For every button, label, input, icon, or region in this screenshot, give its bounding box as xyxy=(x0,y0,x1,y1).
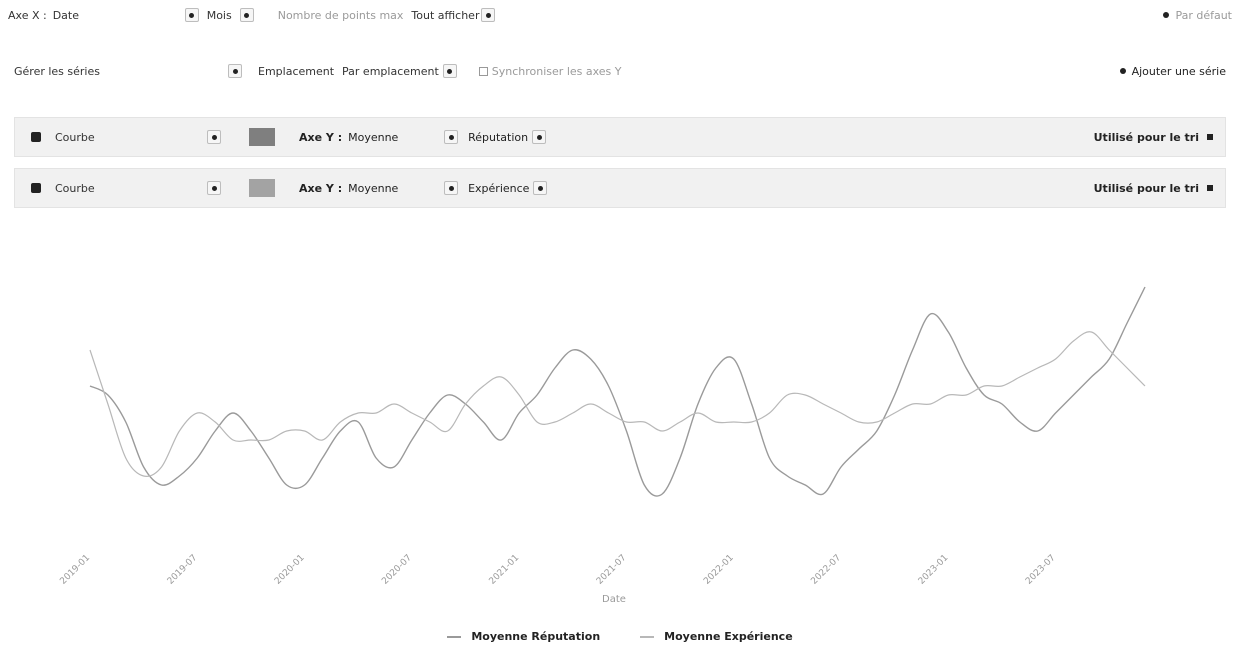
sort-usage-toggle[interactable]: Utilisé pour le tri xyxy=(1094,182,1213,195)
series-row: Courbe Axe Y : Moyenne Expérience Utilis… xyxy=(14,168,1226,208)
x-tick-label: 2019-01 xyxy=(58,553,92,587)
chart-toolbar: Axe X : Date Mois Nombre de points max T… xyxy=(8,8,1232,22)
points-select[interactable]: Tout afficher xyxy=(411,8,480,22)
dropdown-icon xyxy=(536,134,542,140)
x-tick-labels: 2019-01 2019-07 2020-01 2020-07 2021-01 2021-… xyxy=(58,553,1057,587)
column-dropdown[interactable] xyxy=(533,181,548,195)
dropdown-icon xyxy=(244,12,250,18)
x-tick-label: 2023-01 xyxy=(917,553,951,587)
x-tick-label: 2019-07 xyxy=(166,553,200,587)
column-dropdown[interactable] xyxy=(532,130,547,144)
dropdown-icon xyxy=(447,68,453,74)
series-type-dropdown[interactable] xyxy=(207,130,221,144)
dropdown-icon xyxy=(448,134,454,140)
y-axis-label: Axe Y : xyxy=(299,181,343,195)
x-tick-label: 2020-07 xyxy=(380,553,414,587)
series-type-value: Courbe xyxy=(55,181,95,195)
column-value: Réputation xyxy=(468,130,529,144)
manage-series-dropdown[interactable] xyxy=(228,64,242,78)
series-layer xyxy=(89,286,1146,497)
close-icon[interactable] xyxy=(1207,134,1213,140)
aggregation-dropdown[interactable] xyxy=(444,181,459,195)
xaxis-dropdown-button[interactable] xyxy=(184,8,199,22)
x-tick-label: 2020-01 xyxy=(273,553,307,587)
add-series-label: Ajouter une série xyxy=(1131,64,1226,78)
drag-handle-icon[interactable] xyxy=(31,183,41,193)
legend-swatch xyxy=(447,635,462,638)
series-color-picker[interactable] xyxy=(249,128,275,146)
x-tick-label: 2023-07 xyxy=(1024,553,1058,587)
y-axis-label: Axe Y : xyxy=(299,130,343,144)
series-color-picker[interactable] xyxy=(249,179,275,197)
dropdown-icon xyxy=(211,134,217,140)
reset-label: Par défaut xyxy=(1175,8,1232,22)
aggregation-dropdown[interactable] xyxy=(444,130,459,144)
aggregation-select[interactable]: Moyenne xyxy=(348,130,459,144)
chart-legend: Moyenne Réputation Moyenne Expérience xyxy=(0,630,1240,643)
y-axis-field: Axe Y : Moyenne xyxy=(299,130,459,144)
points-dropdown-button[interactable] xyxy=(481,8,496,22)
column-select[interactable]: Réputation xyxy=(468,130,547,144)
sort-usage-toggle[interactable]: Utilisé pour le tri xyxy=(1094,131,1213,144)
dropdown-icon xyxy=(189,12,195,18)
series-type-select[interactable]: Courbe xyxy=(55,178,223,198)
sync-axes-label: Synchroniser les axes Y xyxy=(491,64,622,78)
legend-label: Moyenne Réputation xyxy=(471,630,601,643)
x-tick-label: 2021-07 xyxy=(595,553,629,587)
x-tick-label: 2022-01 xyxy=(702,553,736,587)
aggregation-value: Moyenne xyxy=(348,130,399,144)
xaxis-select[interactable]: Date xyxy=(52,8,79,22)
x-axis-title: Date xyxy=(602,594,626,605)
dropdown-icon xyxy=(211,185,217,191)
dropdown-icon xyxy=(448,185,454,191)
group-select[interactable]: Mois xyxy=(206,8,232,22)
line-chart: 2019-01 2019-07 2020-01 2020-07 2021-01 2021-… xyxy=(58,286,1146,605)
placement-dropdown-button[interactable] xyxy=(442,64,457,78)
column-select[interactable]: Expérience xyxy=(468,181,548,195)
sync-axes-checkbox[interactable] xyxy=(478,66,488,76)
dropdown-icon xyxy=(485,12,491,18)
sort-usage-label: Utilisé pour le tri xyxy=(1093,130,1199,144)
legend-label: Moyenne Expérience xyxy=(664,630,793,643)
series-controls: Gérer les séries Emplacement Par emplace… xyxy=(14,64,1226,78)
legend-item[interactable]: Moyenne Expérience xyxy=(640,630,793,643)
group-dropdown-button[interactable] xyxy=(239,8,254,22)
manage-series-label: Gérer les séries xyxy=(14,64,100,78)
close-icon[interactable] xyxy=(1207,185,1213,191)
aggregation-value: Moyenne xyxy=(348,181,399,195)
series-type-value: Courbe xyxy=(55,130,95,144)
series-line-1 xyxy=(89,286,1146,497)
drag-handle-icon[interactable] xyxy=(31,132,41,142)
add-series-button[interactable]: Ajouter une série xyxy=(1119,64,1226,78)
y-axis-field: Axe Y : Moyenne xyxy=(299,181,459,195)
x-tick-label: 2021-01 xyxy=(488,553,522,587)
dropdown-icon xyxy=(232,68,238,74)
xaxis-label: Axe X : xyxy=(8,8,47,22)
x-tick-label: 2022-07 xyxy=(809,553,843,587)
dropdown-icon xyxy=(537,185,543,191)
plus-icon xyxy=(1119,68,1126,74)
sort-usage-label: Utilisé pour le tri xyxy=(1093,181,1199,195)
placement-select[interactable]: Par emplacement xyxy=(342,64,439,78)
aggregation-select[interactable]: Moyenne xyxy=(348,181,459,195)
series-line-2 xyxy=(89,331,1146,477)
column-value: Expérience xyxy=(468,181,530,195)
series-type-select[interactable]: Courbe xyxy=(55,127,223,147)
points-label: Nombre de points max xyxy=(277,8,404,22)
placement-label: Emplacement xyxy=(258,64,335,78)
reset-icon xyxy=(1163,12,1170,18)
reset-default[interactable]: Par défaut xyxy=(1163,9,1232,22)
series-row: Courbe Axe Y : Moyenne Réputation Utilis… xyxy=(14,117,1226,157)
sync-axes-toggle[interactable]: Synchroniser les axes Y xyxy=(478,64,622,78)
legend-swatch xyxy=(640,635,655,638)
series-type-dropdown[interactable] xyxy=(207,181,221,195)
legend-item[interactable]: Moyenne Réputation xyxy=(447,630,600,643)
